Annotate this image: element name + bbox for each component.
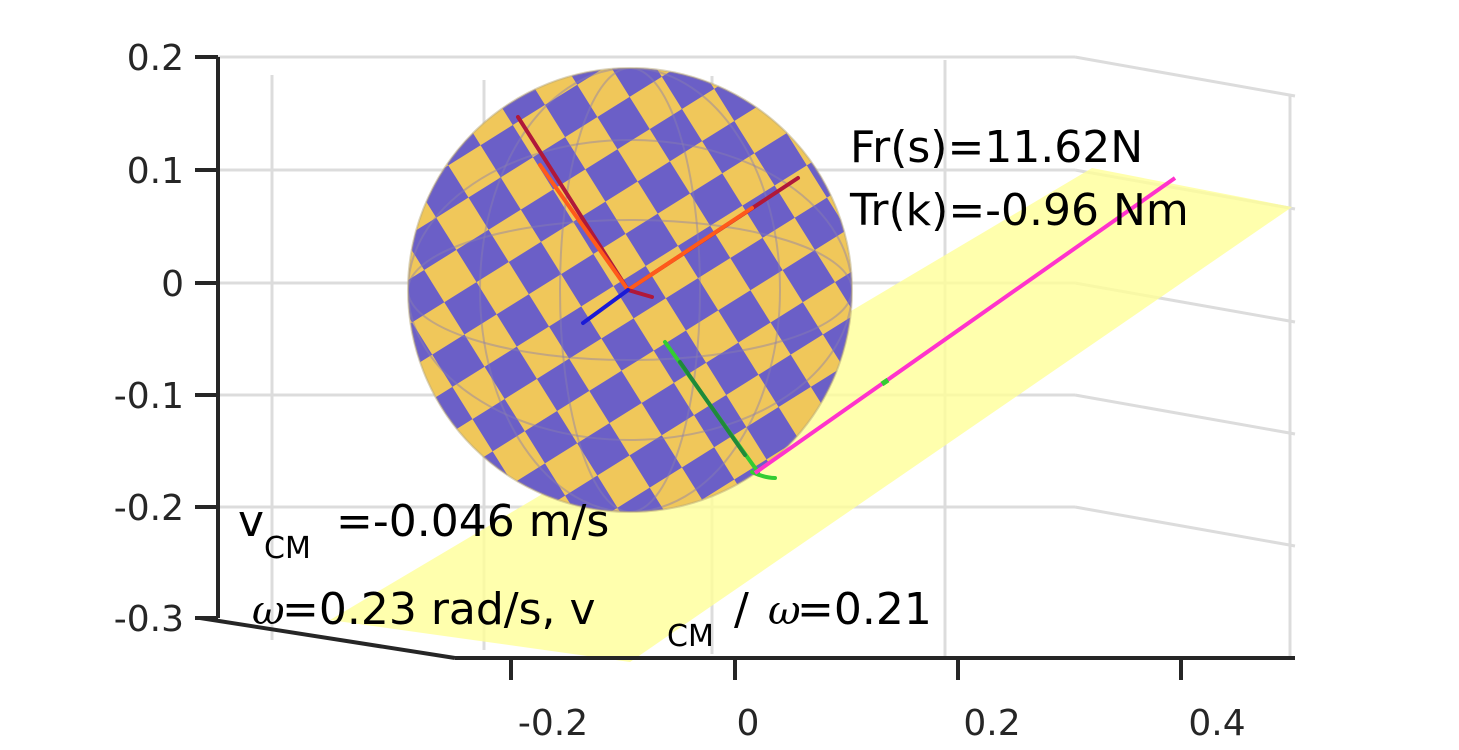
x-tick-label: 0.2	[963, 703, 1020, 744]
z-tick-label: -0.3	[114, 599, 184, 640]
z-tick-label: 0	[161, 264, 184, 305]
axis-green-tip	[750, 470, 777, 480]
vcm-value: =-0.046 m/s	[336, 496, 609, 547]
axes	[195, 55, 1295, 680]
z-tick-label: 0.1	[127, 151, 184, 192]
axis-orange-2	[626, 206, 754, 292]
torque-annotation: Tr(k)=-0.96 Nm	[849, 185, 1189, 236]
x-tick-labels: -0.2 0 0.2 0.4	[518, 703, 1246, 744]
ratio-omega: ω	[768, 588, 801, 634]
vcm-annotation: v CM =-0.046 m/s	[238, 496, 609, 566]
vcm-subscript: CM	[264, 531, 311, 566]
ratio-subscript: CM	[667, 619, 714, 654]
axis-blue	[581, 288, 630, 325]
x-tick-label: 0.4	[1188, 703, 1245, 744]
x-tick-label: 0	[737, 703, 760, 744]
z-tick-label: -0.1	[114, 376, 184, 417]
x-tick-label: -0.2	[518, 703, 588, 744]
sphere-outline	[407, 67, 853, 513]
axis-green-dark	[678, 360, 747, 457]
omega-annotation: ω =0.23 rad/s, v CM / ω =0.21	[252, 584, 932, 654]
friction-annotation: Fr(s)=11.62N	[850, 122, 1143, 173]
axis-orange-1	[538, 163, 630, 292]
vcm-v: v	[238, 496, 264, 547]
ratio-value: =0.21	[797, 584, 932, 635]
contact-mark	[880, 377, 890, 387]
z-tick-labels: 0.2 0.1 0 -0.1 -0.2 -0.3	[114, 38, 184, 640]
ratio-slash: /	[734, 584, 749, 635]
grid-line-h	[1074, 505, 1296, 548]
z-tick-label: 0.2	[127, 38, 184, 79]
grid-line-h	[1074, 55, 1296, 98]
contact-line	[753, 176, 1177, 475]
omega-value: =0.23 rad/s, v	[282, 584, 596, 635]
z-tick-label: -0.2	[114, 488, 184, 529]
axis-red-3	[626, 288, 654, 299]
body-axes	[516, 115, 800, 480]
grid-line-h	[1074, 393, 1296, 436]
omega-symbol: ω	[252, 588, 285, 634]
y-axis-line	[199, 616, 456, 660]
